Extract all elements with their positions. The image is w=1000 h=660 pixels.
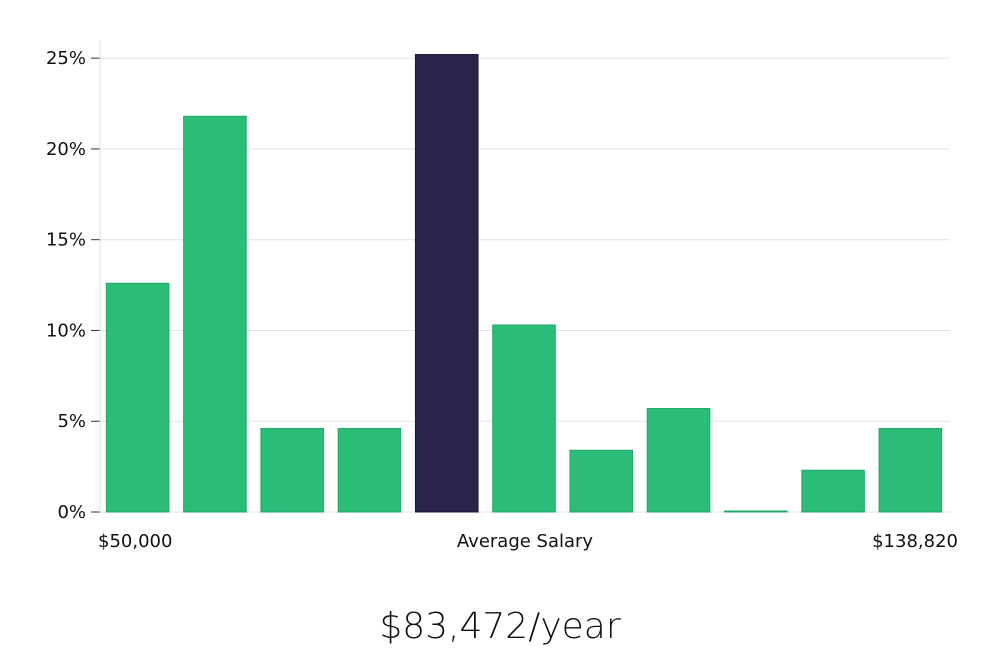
bar: [183, 115, 247, 513]
y-tick-label: 5%: [57, 411, 86, 432]
bar: [569, 449, 634, 513]
y-tick-label: 25%: [46, 48, 86, 69]
bar: [492, 324, 556, 513]
salary-histogram-chart: 0% 5% 10% 15% 20% 25% $50,000 Average Salary $13…: [46, 40, 958, 552]
bar: [105, 282, 170, 513]
bar: [724, 510, 788, 513]
y-tick-label: 0%: [57, 502, 86, 523]
y-tick-label: 20%: [46, 139, 86, 160]
y-tick-label: 10%: [46, 320, 86, 341]
x-label-max: $138,820: [872, 531, 958, 552]
bar: [878, 427, 943, 513]
y-tick-label: 15%: [46, 230, 86, 251]
average-salary-value: $83,472/year: [379, 606, 621, 647]
x-label-min: $50,000: [98, 531, 172, 552]
bar: [646, 408, 711, 513]
bar-average-salary: [414, 54, 479, 513]
bar: [801, 469, 865, 513]
bar: [337, 427, 402, 513]
x-label-average: Average Salary: [457, 531, 594, 552]
bar: [260, 427, 324, 513]
